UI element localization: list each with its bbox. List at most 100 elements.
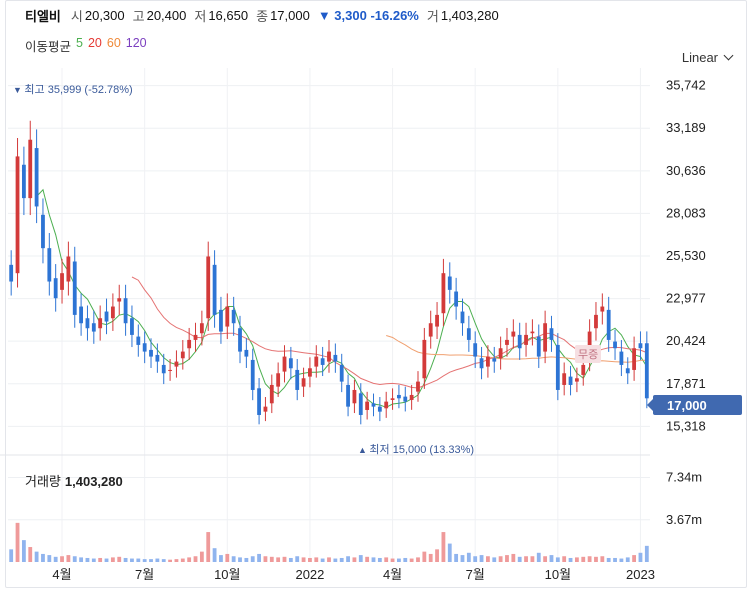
- volume-tick-label: 7.34m: [666, 470, 702, 485]
- candle-body: [562, 373, 567, 385]
- price-tick-label: 25,530: [666, 248, 706, 263]
- volume-bar: [581, 556, 586, 562]
- volume-bar: [365, 556, 370, 562]
- volume-bar: [327, 557, 331, 562]
- candle-body: [549, 328, 554, 340]
- volume-bar: [486, 556, 490, 562]
- volume-bar: [352, 557, 357, 562]
- candle-body: [161, 364, 166, 374]
- ma-title: 이동평균: [25, 40, 72, 54]
- candle-body: [238, 328, 242, 352]
- time-tick-label: 4월: [383, 567, 402, 582]
- time-tick-label: 7월: [135, 567, 154, 582]
- candle-body: [269, 384, 274, 404]
- candle-body: [219, 309, 223, 332]
- volume-bar: [269, 556, 274, 562]
- candle-body: [257, 388, 261, 415]
- candle-body: [619, 351, 624, 365]
- candle-body: [568, 376, 573, 385]
- ma-60[interactable]: 60: [106, 36, 121, 50]
- price-tick-label: 35,742: [666, 78, 706, 93]
- volume-bar: [41, 553, 45, 562]
- candle-body: [422, 339, 427, 379]
- candle-body: [613, 341, 617, 349]
- ma-5[interactable]: 5: [76, 36, 83, 50]
- candle-body: [466, 328, 471, 340]
- volume-bar: [187, 557, 192, 562]
- volume-bar: [123, 557, 128, 562]
- volume-bar: [91, 558, 96, 562]
- candle-body: [231, 309, 236, 324]
- price-tick-label: 30,636: [666, 163, 706, 178]
- volume-bar: [136, 558, 141, 562]
- volume-bar: [28, 547, 33, 562]
- candle-body: [352, 389, 357, 404]
- price-tick-label: 28,083: [666, 205, 706, 220]
- volume-bar: [339, 557, 344, 562]
- candle-body: [397, 394, 401, 399]
- volume-bar: [244, 557, 249, 562]
- time-tick-label: 10월: [545, 567, 571, 582]
- candle-body: [416, 381, 420, 392]
- candle-body: [594, 314, 598, 329]
- volume-bar: [149, 559, 153, 562]
- volume-bar: [492, 557, 497, 562]
- volume-bar: [397, 558, 401, 562]
- high-value: 20,400: [146, 7, 187, 23]
- candle-body: [346, 384, 350, 407]
- volume-bar: [511, 553, 516, 562]
- candle-body: [295, 369, 300, 390]
- stock-name: 티엘비: [25, 8, 61, 24]
- ma-120[interactable]: 120: [125, 36, 147, 50]
- volume-bar: [606, 557, 611, 562]
- candle-body: [91, 323, 96, 332]
- candle-body: [72, 261, 77, 315]
- price-tick-label: 15,318: [666, 418, 706, 433]
- scale-dropdown[interactable]: Linear: [682, 50, 734, 65]
- volume-header: 거래량 1,403,280: [25, 471, 123, 490]
- volume-bar: [632, 555, 637, 562]
- volume-bar: [587, 556, 592, 562]
- candle-body: [536, 336, 541, 357]
- candle-body: [600, 306, 605, 312]
- time-tick-label: 2022: [295, 567, 324, 582]
- candle-body: [47, 248, 52, 282]
- volume-bar: [403, 557, 408, 562]
- moving-average-legend[interactable]: 이동평균 5 20 60 120: [25, 36, 147, 55]
- candle-body: [606, 309, 611, 340]
- volume-bar: [574, 557, 579, 562]
- volume-bar: [282, 556, 287, 562]
- volume-bar: [142, 559, 147, 562]
- volume-bar: [562, 556, 567, 562]
- volume-bar: [409, 558, 414, 562]
- candle-body: [21, 164, 26, 199]
- volume-bar: [79, 557, 84, 562]
- close-label: 종: [256, 8, 269, 24]
- candle-body: [199, 323, 204, 334]
- volume-bar: [295, 556, 300, 562]
- volume-bar: [479, 555, 484, 562]
- candle-body: [168, 369, 172, 371]
- candle-body: [104, 311, 109, 322]
- volume-bar: [34, 551, 39, 562]
- volume-bar: [543, 556, 548, 562]
- candle-body: [327, 351, 331, 362]
- candle-body: [110, 306, 115, 319]
- close-value: 17,000: [270, 7, 310, 23]
- candle-body: [333, 354, 338, 362]
- candle-body: [581, 364, 586, 375]
- volume-bar: [60, 556, 64, 562]
- ma-20[interactable]: 20: [87, 36, 102, 50]
- candle-body: [123, 298, 128, 324]
- candle-body: [66, 256, 71, 282]
- candle-body: [41, 214, 45, 249]
- volume-bar: [416, 557, 420, 562]
- volume-bar: [314, 557, 319, 562]
- candle-body: [473, 343, 478, 357]
- candle-body: [320, 358, 325, 365]
- candle-body: [435, 314, 439, 327]
- volume-bar: [460, 555, 465, 562]
- volume-bar: [466, 552, 471, 562]
- volume-bar: [47, 555, 52, 562]
